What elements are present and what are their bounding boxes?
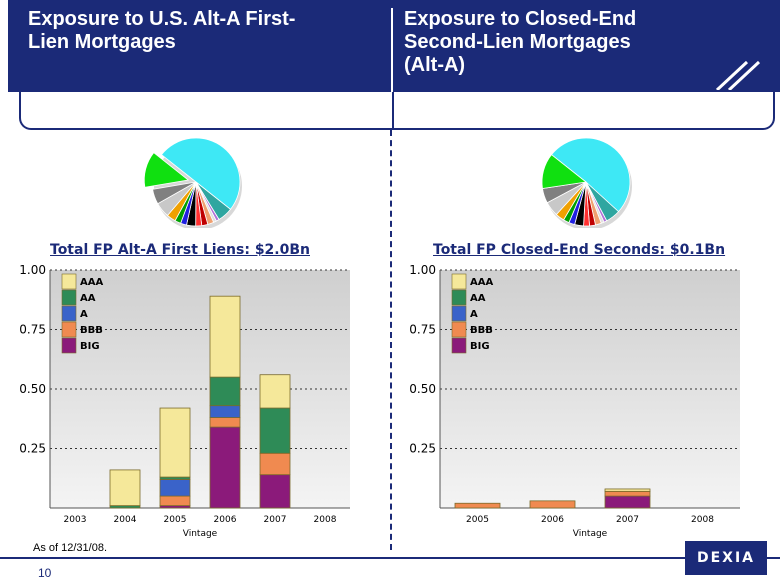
right-bar-chart: 0.25 0.50 0.75 1.00 2005 2006 2007 2008 Vintage A… <box>409 263 740 539</box>
legend-swatch-bbb <box>61 321 77 338</box>
dexia-logo: DEXIA <box>685 541 767 575</box>
bar-segment-aa-2006 <box>209 376 241 407</box>
bar-segment-a-2006 <box>209 405 241 418</box>
bar-segment-big-2006 <box>209 426 241 509</box>
header-divider <box>391 8 393 92</box>
left-pie-chart <box>143 137 242 228</box>
bar-segment-bbb-2005 <box>159 495 191 507</box>
header-banner: Exposure to U.S. Alt-A First- Lien Mortg… <box>8 0 780 92</box>
right-pie-chart <box>541 137 632 228</box>
legend-label-aaa: AAA <box>80 277 103 288</box>
legend-swatch-big <box>61 337 77 354</box>
legend-swatch-aaa <box>451 273 467 290</box>
bar-segment-a-2005 <box>159 479 191 497</box>
header-bracket-box <box>19 92 775 130</box>
bar-segment-bbb-2007 <box>259 452 291 476</box>
legend-label-aa: AA <box>470 293 486 304</box>
x-axis-label: Vintage <box>573 529 608 539</box>
legend-label-big: BIG <box>80 341 100 352</box>
x-tick-label: 2006 <box>541 515 564 525</box>
legend-label-aaa: AAA <box>470 277 493 288</box>
y-tick-label: 0.75 <box>409 323 436 337</box>
legend-label-a: A <box>470 309 478 320</box>
right-total-label: Total FP Closed-End Seconds: $0.1Bn <box>433 242 726 258</box>
y-tick-label: 0.50 <box>409 382 436 396</box>
x-tick-label: 2005 <box>164 515 187 525</box>
slash-decoration-icon <box>715 60 761 90</box>
legend-swatch-a <box>61 305 77 322</box>
bar-segment-bbb-2006 <box>209 417 241 428</box>
as-of-note: As of 12/31/08. <box>33 542 107 554</box>
pie-slice-0 <box>160 137 241 210</box>
legend-label-aa: AA <box>80 293 96 304</box>
legend-label-big: BIG <box>470 341 490 352</box>
legend-swatch-aaa <box>61 273 77 290</box>
bar-segment-aaa-2005 <box>159 407 191 478</box>
y-tick-label: 1.00 <box>409 263 436 277</box>
bar-segment-bbb-2007 <box>604 490 651 497</box>
legend-swatch-a <box>451 305 467 322</box>
y-tick-label: 0.50 <box>19 382 46 396</box>
y-tick-label: 0.25 <box>409 442 436 456</box>
x-tick-label: 2005 <box>466 515 489 525</box>
legend-label-a: A <box>80 309 88 320</box>
legend-label-bbb: BBB <box>80 325 103 336</box>
left-header-title: Exposure to U.S. Alt-A First- Lien Mortg… <box>28 8 296 53</box>
left-total-label: Total FP Alt-A First Liens: $2.0Bn <box>50 242 310 258</box>
legend-label-bbb: BBB <box>470 325 493 336</box>
x-tick-label: 2006 <box>214 515 237 525</box>
bar-segment-aa-2007 <box>259 407 291 454</box>
page-number: 10 <box>38 566 52 580</box>
y-tick-label: 0.25 <box>19 442 46 456</box>
x-tick-label: 2008 <box>314 515 337 525</box>
logo-text: DEXIA <box>696 550 756 566</box>
bar-segment-bbb-2006 <box>529 500 576 509</box>
x-tick-label: 2008 <box>691 515 714 525</box>
legend-swatch-aa <box>451 289 467 306</box>
x-tick-label: 2007 <box>264 515 287 525</box>
bar-segment-aaa-2006 <box>209 295 241 378</box>
bar-segment-aaa-2007 <box>259 374 291 409</box>
bar-segment-aaa-2004 <box>109 469 141 507</box>
bar-segment-big-2007 <box>259 474 291 509</box>
bar-segment-aaa-2007 <box>604 488 651 492</box>
x-axis-label: Vintage <box>183 529 218 539</box>
bar-segment-bbb-2005 <box>454 502 501 509</box>
legend-swatch-bbb <box>451 321 467 338</box>
footer-line <box>0 557 780 559</box>
pie-slice-13 <box>143 152 190 188</box>
pie-slice-0 <box>550 137 631 213</box>
pie-slice-12 <box>152 181 197 205</box>
pie-slice-13 <box>541 154 587 189</box>
left-bar-chart: 0.25 0.50 0.75 1.00 2003 2004 2005 2006 2007 2008… <box>19 263 350 539</box>
center-dashed-divider <box>390 130 392 550</box>
right-header-title: Exposure to Closed-End Second-Lien Mortg… <box>404 8 637 76</box>
legend-swatch-big <box>451 337 467 354</box>
x-tick-label: 2003 <box>64 515 87 525</box>
legend-swatch-aa <box>61 289 77 306</box>
y-tick-label: 0.75 <box>19 323 46 337</box>
bar-segment-big-2007 <box>604 495 651 509</box>
y-tick-label: 1.00 <box>19 263 46 277</box>
x-tick-label: 2007 <box>616 515 639 525</box>
x-tick-label: 2004 <box>114 515 137 525</box>
